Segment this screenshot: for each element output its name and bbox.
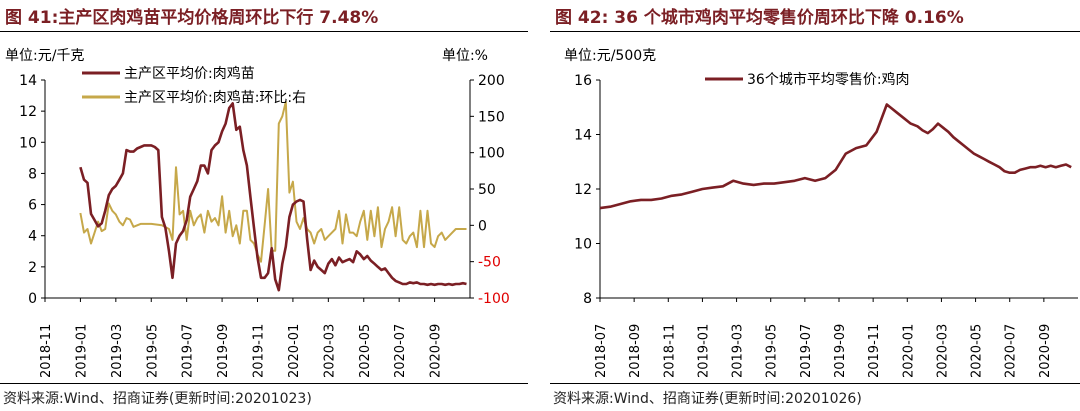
x-tick-label: 2020-07 — [1004, 324, 1019, 378]
x-tick-label: 2019-03 — [731, 324, 746, 378]
x-tick-label: 2020-07 — [393, 324, 408, 378]
right-chart-panel: 图 42: 36 个城市鸡肉平均零售价周环比下降 0.16% 单位:元/500克… — [550, 0, 1080, 411]
x-tick-label: 2019-11 — [867, 324, 882, 378]
y-tick-label: 16 — [574, 73, 592, 89]
series-line-chick-price — [79, 102, 467, 292]
chart-source: 资料来源:Wind、招商证券(更新时间:20201023) — [3, 391, 312, 407]
x-tick-label: 2019-05 — [765, 324, 780, 378]
left-chart-svg: 单位:元/千克 单位:% 0 2 4 6 8 10 12 14 -100 -50 0 50 100 150 20… — [5, 48, 510, 378]
y-tick-label-left: 12 — [19, 104, 37, 120]
chart-title: 图 41:主产区肉鸡苗平均价格周环比下行 7.48% — [5, 8, 379, 28]
x-tick-label: 2019-07 — [181, 324, 196, 378]
x-tick-label: 2018-11 — [39, 324, 54, 378]
x-tick-label: 2020-03 — [935, 324, 950, 378]
y-tick-label-right: 50 — [478, 182, 496, 198]
y-tick-label: 12 — [574, 182, 592, 198]
x-tick-label: 2019-09 — [216, 324, 231, 378]
x-tick-label: 2020-01 — [901, 324, 916, 378]
x-tick-label: 2020-05 — [358, 324, 373, 378]
y-tick-label-right: 150 — [478, 109, 505, 125]
source-divider — [0, 383, 528, 384]
x-tick-label: 2020-03 — [322, 324, 337, 378]
y-tick-label-left: 4 — [28, 229, 37, 245]
x-tick-label: 2018-09 — [628, 324, 643, 378]
y-axis-unit-right: 单位:% — [442, 48, 488, 64]
y-axis-unit: 单位:元/500克 — [564, 48, 656, 64]
left-chart-panel: 图 41:主产区肉鸡苗平均价格周环比下行 7.48% 单位:元/千克 单位:% 0 2… — [0, 0, 530, 411]
right-chart-svg: 单位:元/500克 8 10 12 14 16 2018-07 2018-09 2018-11 2… — [564, 48, 1078, 378]
chart-source: 资料来源:Wind、招商证券(更新时间:20201026) — [553, 391, 862, 407]
series-line-chicken-retail-price — [599, 103, 1072, 210]
x-tick-label: 2020-05 — [970, 324, 985, 378]
y-tick-label-left: 0 — [28, 291, 37, 307]
x-tick-label: 2019-03 — [110, 324, 125, 378]
series-line-mom-change — [79, 100, 467, 263]
y-tick-label-left: 10 — [19, 135, 37, 151]
y-tick-label-right: 200 — [478, 73, 505, 89]
legend-label: 主产区平均价:肉鸡苗 — [124, 65, 255, 82]
source-divider — [550, 383, 1080, 384]
x-tick-label: 2019-11 — [252, 324, 267, 378]
x-tick-label: 2019-09 — [833, 324, 848, 378]
y-tick-label-right: 100 — [478, 146, 505, 162]
y-tick-label: 10 — [574, 237, 592, 253]
chart-title: 图 42: 36 个城市鸡肉平均零售价周环比下降 0.16% — [555, 8, 964, 28]
y-tick-label-right: -50 — [478, 255, 501, 271]
x-tick-label: 2019-01 — [696, 324, 711, 378]
x-tick-label: 2018-07 — [594, 324, 609, 378]
x-tick-label: 2020-01 — [287, 324, 302, 378]
y-tick-label-right: 0 — [478, 218, 487, 234]
x-tick-label: 2018-11 — [662, 324, 677, 378]
y-tick-label: 8 — [583, 291, 592, 307]
x-tick-label: 2019-01 — [74, 324, 89, 378]
legend-label: 36个城市平均零售价:鸡肉 — [747, 71, 910, 88]
y-tick-label-left: 2 — [28, 260, 37, 276]
x-tick-label: 2019-05 — [145, 324, 160, 378]
x-tick-label: 2020-09 — [1038, 324, 1053, 378]
y-tick-label-left: 14 — [19, 73, 37, 89]
y-tick-label-left: 8 — [28, 166, 37, 182]
y-tick-label-left: 6 — [28, 198, 37, 214]
x-tick-label: 2020-09 — [429, 324, 444, 378]
y-tick-label: 14 — [574, 128, 592, 144]
y-tick-label-right: -100 — [478, 291, 510, 307]
y-axis-unit-left: 单位:元/千克 — [5, 48, 84, 64]
title-divider — [550, 31, 1080, 32]
legend-label: 主产区平均价:肉鸡苗:环比:右 — [124, 89, 306, 106]
title-divider — [0, 31, 528, 32]
x-tick-label: 2019-07 — [799, 324, 814, 378]
